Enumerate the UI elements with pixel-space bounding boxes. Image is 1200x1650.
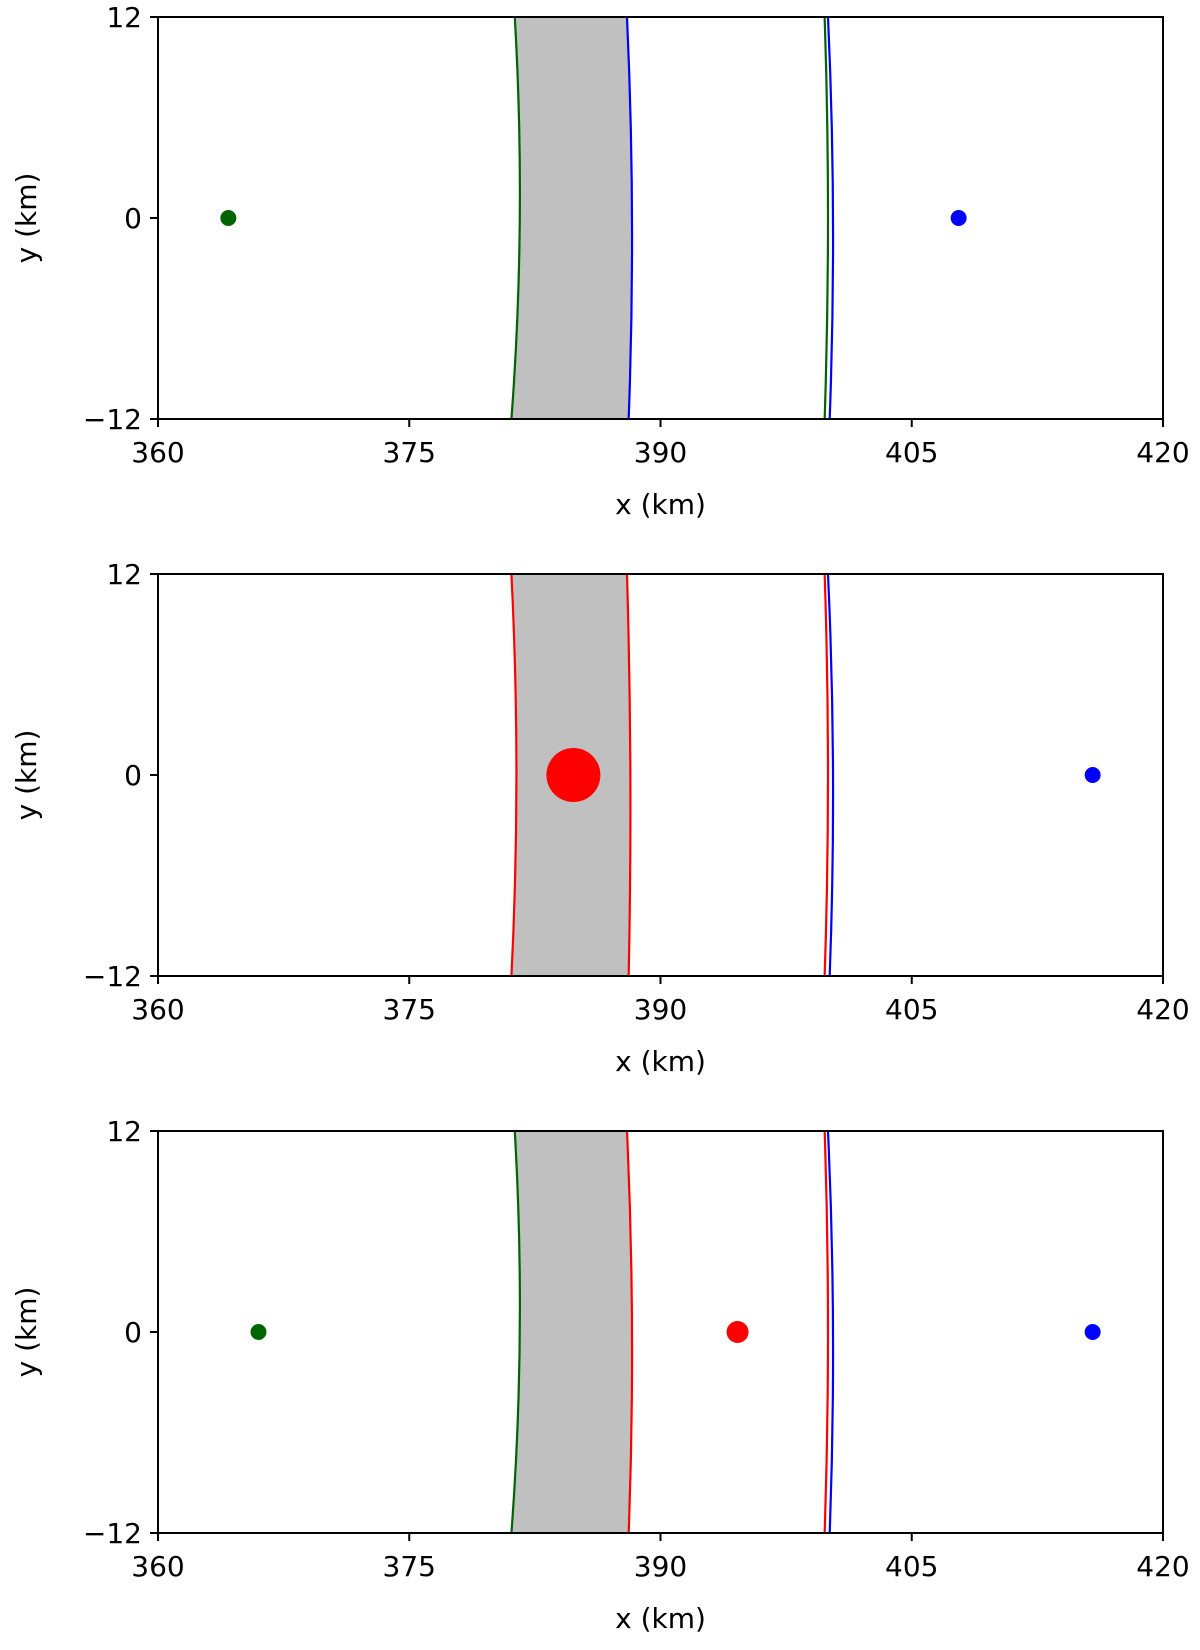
chart-2-point-2 <box>1084 767 1101 783</box>
chart-1-frame <box>157 16 1164 420</box>
chart-2-boundary-line-1 <box>510 574 518 976</box>
chart-3-xtick-label-1: 360 <box>131 1550 184 1583</box>
chart-2-ytick-label-3: −12 <box>83 960 142 993</box>
chart-3-plot-area <box>250 1131 1101 1533</box>
chart-2-ytick-label-2: 0 <box>124 759 142 792</box>
chart-3-boundary-line-2 <box>625 1131 634 1533</box>
chart-1-xtick-label-3: 390 <box>634 436 687 469</box>
chart-1-y-axis-label: y (km) <box>10 173 43 264</box>
chart-3-xtick-label-2: 375 <box>383 1550 436 1583</box>
chart-2-xtick-label-5: 420 <box>1136 993 1189 1026</box>
chart-1-xtick-label-5: 420 <box>1136 436 1189 469</box>
chart-2-point-1 <box>546 748 601 802</box>
chart-2-ytick-label-1: 12 <box>106 558 142 591</box>
chart-2-boundary-line-3 <box>823 574 830 976</box>
chart-2-plot-area <box>510 574 1101 976</box>
chart-2-frame <box>157 573 1164 977</box>
chart-1-x-axis-label: x (km) <box>615 488 706 521</box>
chart-1-boundary-line-4 <box>826 17 835 419</box>
chart-3-frame <box>157 1130 1164 1534</box>
chart-1-point-2 <box>950 210 967 226</box>
chart-3-xtick-label-5: 420 <box>1136 1550 1189 1583</box>
chart-2-boundary-line-4 <box>826 574 835 976</box>
chart-3-boundary-line-3 <box>823 1131 830 1533</box>
chart-3-boundary-line-1 <box>510 1131 522 1533</box>
chart-1-boundary-line-2 <box>625 17 634 419</box>
chart-3-point-1 <box>250 1324 267 1340</box>
chart-1-ytick-label-1: 12 <box>106 1 142 34</box>
chart-1-plot-area <box>220 17 967 419</box>
chart-3-ytick-label-1: 12 <box>106 1115 142 1148</box>
chart-2-x-axis-label: x (km) <box>615 1045 706 1078</box>
chart-1-point-1 <box>220 210 237 226</box>
chart-2-xtick-label-1: 360 <box>131 993 184 1026</box>
chart-3-shaded-band <box>511 1131 633 1533</box>
chart-1-ytick-label-2: 0 <box>124 202 142 235</box>
chart-1-xtick-label-2: 375 <box>383 436 436 469</box>
chart-3: 360 375 390 405 420 12 0 −12 x (km) y (km) <box>10 1115 1190 1635</box>
chart-3-boundary-line-4 <box>826 1131 835 1533</box>
chart-3-xtick-label-4: 405 <box>885 1550 938 1583</box>
chart-3-x-axis-label: x (km) <box>615 1602 706 1635</box>
chart-2-xtick-label-4: 405 <box>885 993 938 1026</box>
chart-1-shaded-band <box>511 17 633 419</box>
chart-3-point-2 <box>726 1321 749 1343</box>
chart-3-ytick-label-2: 0 <box>124 1316 142 1349</box>
chart-1-xtick-label-4: 405 <box>885 436 938 469</box>
chart-3-point-3 <box>1084 1324 1101 1340</box>
chart-3-ytick-label-3: −12 <box>83 1517 142 1550</box>
chart-2-boundary-line-2 <box>625 574 632 976</box>
chart-2-xtick-label-2: 375 <box>383 993 436 1026</box>
chart-2-xtick-label-3: 390 <box>634 993 687 1026</box>
chart-1-xtick-label-1: 360 <box>131 436 184 469</box>
chart-3-y-axis-label: y (km) <box>10 1287 43 1378</box>
chart-3-xtick-label-3: 390 <box>634 1550 687 1583</box>
chart-2-y-axis-label: y (km) <box>10 730 43 821</box>
chart-1: 360 375 390 405 420 12 0 −12 x (km) y (km) <box>10 1 1190 521</box>
chart-1-ytick-label-3: −12 <box>83 403 142 436</box>
chart-2: 360 375 390 405 420 12 0 −12 x (km) y (km) <box>10 558 1190 1078</box>
chart-1-boundary-line-1 <box>510 17 522 419</box>
chart-1-boundary-line-3 <box>823 17 830 419</box>
